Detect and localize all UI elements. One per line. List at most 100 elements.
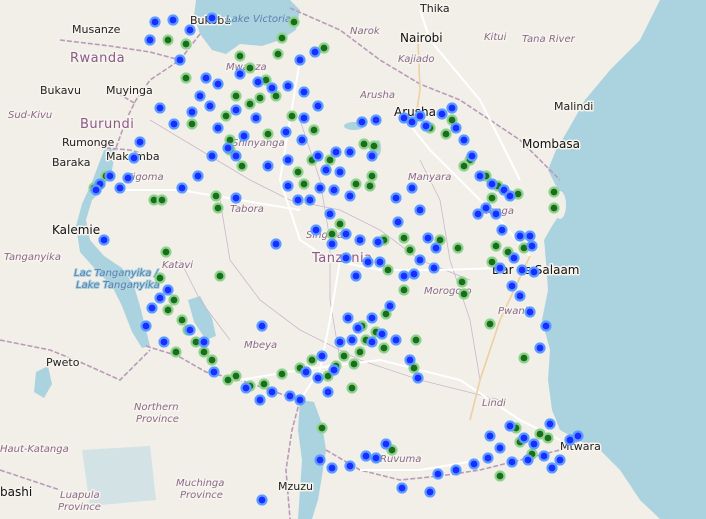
marker-blue[interactable] xyxy=(204,100,216,112)
marker-blue[interactable] xyxy=(212,122,224,134)
marker-blue[interactable] xyxy=(294,54,306,66)
marker-green[interactable] xyxy=(214,270,226,282)
marker-blue[interactable] xyxy=(346,334,358,346)
marker-blue[interactable] xyxy=(328,184,340,196)
marker-green[interactable] xyxy=(354,346,366,358)
marker-blue[interactable] xyxy=(309,46,321,58)
marker-green[interactable] xyxy=(348,358,360,370)
marker-blue[interactable] xyxy=(256,494,268,506)
marker-blue[interactable] xyxy=(486,178,498,190)
marker-green[interactable] xyxy=(452,242,464,254)
marker-green[interactable] xyxy=(180,72,192,84)
marker-blue[interactable] xyxy=(450,464,462,476)
marker-blue[interactable] xyxy=(526,240,538,252)
marker-blue[interactable] xyxy=(494,442,506,454)
marker-blue[interactable] xyxy=(404,354,416,366)
marker-blue[interactable] xyxy=(392,216,404,228)
marker-blue[interactable] xyxy=(446,102,458,114)
marker-green[interactable] xyxy=(176,314,188,326)
marker-blue[interactable] xyxy=(524,230,536,242)
marker-blue[interactable] xyxy=(524,306,536,318)
marker-blue[interactable] xyxy=(304,194,316,206)
marker-blue[interactable] xyxy=(158,336,170,348)
marker-blue[interactable] xyxy=(380,438,392,450)
marker-green[interactable] xyxy=(548,186,560,198)
marker-green[interactable] xyxy=(258,378,270,390)
marker-green[interactable] xyxy=(292,166,304,178)
marker-green[interactable] xyxy=(346,382,358,394)
marker-blue[interactable] xyxy=(480,202,492,214)
marker-blue[interactable] xyxy=(334,336,346,348)
marker-blue[interactable] xyxy=(506,280,518,292)
marker-blue[interactable] xyxy=(408,268,420,280)
marker-green[interactable] xyxy=(234,50,246,62)
marker-green[interactable] xyxy=(486,192,498,204)
marker-blue[interactable] xyxy=(140,320,152,332)
marker-blue[interactable] xyxy=(316,350,328,362)
marker-blue[interactable] xyxy=(376,328,388,340)
marker-green[interactable] xyxy=(236,160,248,172)
marker-blue[interactable] xyxy=(326,238,338,250)
marker-green[interactable] xyxy=(212,202,224,214)
marker-blue[interactable] xyxy=(516,264,528,276)
marker-green[interactable] xyxy=(366,170,378,182)
marker-blue[interactable] xyxy=(252,76,264,88)
marker-blue[interactable] xyxy=(384,300,396,312)
marker-blue[interactable] xyxy=(572,430,584,442)
marker-blue[interactable] xyxy=(312,372,324,384)
marker-blue[interactable] xyxy=(280,126,292,138)
marker-blue[interactable] xyxy=(528,266,540,278)
marker-blue[interactable] xyxy=(490,208,502,220)
marker-blue[interactable] xyxy=(344,190,356,202)
marker-green[interactable] xyxy=(254,92,266,104)
marker-blue[interactable] xyxy=(508,252,520,264)
marker-blue[interactable] xyxy=(370,452,382,464)
marker-blue[interactable] xyxy=(184,24,196,36)
marker-green[interactable] xyxy=(186,118,198,130)
marker-blue[interactable] xyxy=(432,468,444,480)
marker-blue[interactable] xyxy=(200,72,212,84)
marker-green[interactable] xyxy=(156,194,168,206)
marker-blue[interactable] xyxy=(330,146,342,158)
marker-blue[interactable] xyxy=(414,204,426,216)
marker-green[interactable] xyxy=(288,16,300,28)
marker-blue[interactable] xyxy=(168,118,180,130)
marker-green[interactable] xyxy=(168,294,180,306)
marker-blue[interactable] xyxy=(390,334,402,346)
marker-blue[interactable] xyxy=(406,116,418,128)
marker-blue[interactable] xyxy=(162,284,174,296)
marker-blue[interactable] xyxy=(350,270,362,282)
marker-blue[interactable] xyxy=(144,34,156,46)
marker-green[interactable] xyxy=(368,140,380,152)
marker-blue[interactable] xyxy=(390,192,402,204)
marker-blue[interactable] xyxy=(482,452,494,464)
marker-blue[interactable] xyxy=(414,110,426,122)
marker-green[interactable] xyxy=(180,38,192,50)
marker-green[interactable] xyxy=(458,160,470,172)
marker-blue[interactable] xyxy=(514,230,526,242)
marker-blue[interactable] xyxy=(326,462,338,474)
marker-green[interactable] xyxy=(154,272,166,284)
marker-blue[interactable] xyxy=(298,112,310,124)
marker-blue[interactable] xyxy=(322,386,334,398)
marker-blue[interactable] xyxy=(194,90,206,102)
marker-blue[interactable] xyxy=(114,182,126,194)
marker-blue[interactable] xyxy=(230,192,242,204)
marker-blue[interactable] xyxy=(420,120,432,132)
marker-blue[interactable] xyxy=(496,224,508,236)
marker-blue[interactable] xyxy=(98,234,110,246)
marker-blue[interactable] xyxy=(344,460,356,472)
marker-blue[interactable] xyxy=(522,454,534,466)
marker-green[interactable] xyxy=(486,256,498,268)
marker-green[interactable] xyxy=(318,42,330,54)
marker-blue[interactable] xyxy=(206,12,218,24)
marker-blue[interactable] xyxy=(334,166,346,178)
marker-green[interactable] xyxy=(170,346,182,358)
marker-blue[interactable] xyxy=(270,238,282,250)
marker-green[interactable] xyxy=(490,240,502,252)
marker-blue[interactable] xyxy=(282,180,294,192)
marker-blue[interactable] xyxy=(167,14,179,26)
marker-blue[interactable] xyxy=(212,78,224,90)
marker-blue[interactable] xyxy=(468,458,480,470)
marker-blue[interactable] xyxy=(324,208,336,220)
